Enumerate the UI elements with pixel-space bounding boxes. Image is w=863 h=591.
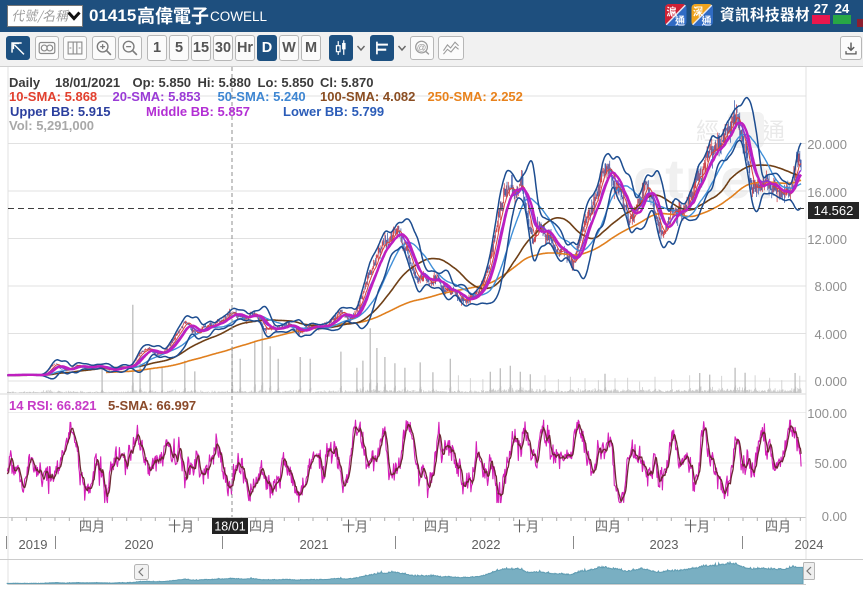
svg-text:18/01: 18/01	[214, 520, 245, 534]
svg-text:@: @	[417, 43, 427, 54]
